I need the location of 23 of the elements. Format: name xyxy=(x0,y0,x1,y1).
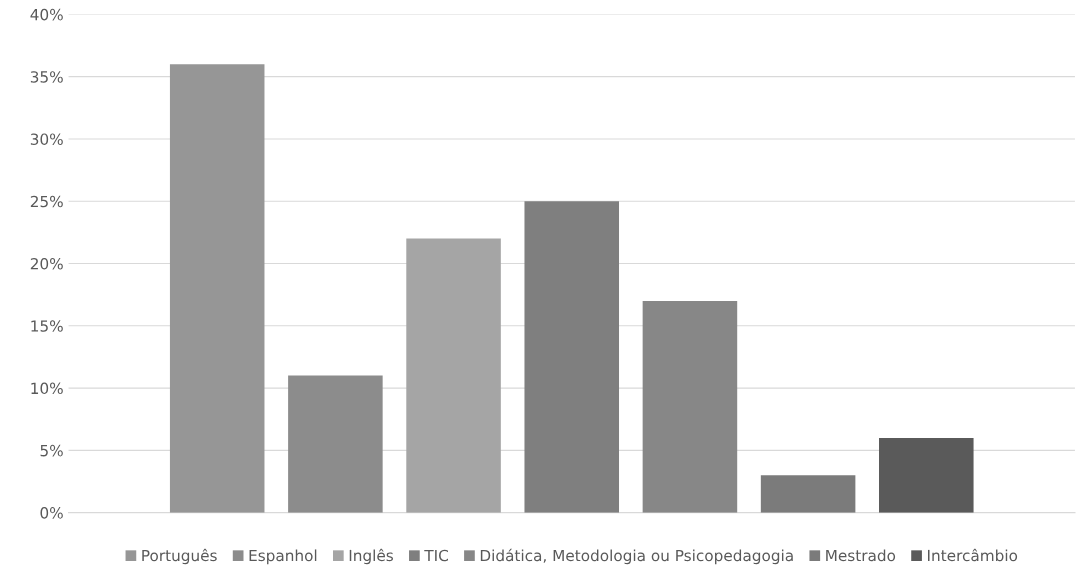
bar xyxy=(760,475,856,513)
y-tick-label: 25% xyxy=(30,195,63,208)
y-tick-label: 20% xyxy=(30,257,63,270)
y-tick-label: 15% xyxy=(31,320,63,332)
legend-label: Inglês xyxy=(349,548,393,565)
legend-label: Mestrado xyxy=(826,549,896,562)
y-tick-label: 30% xyxy=(30,133,63,145)
bar xyxy=(406,238,501,513)
legend-label: TIC xyxy=(424,549,448,562)
y-tick-label: 0% xyxy=(40,507,63,519)
bar xyxy=(169,64,265,513)
legend-label: Didática, Metodologia ou Psicopedagogia xyxy=(480,548,793,565)
y-tick-label: 35% xyxy=(30,71,63,83)
legend-label: Espanhol xyxy=(249,549,317,565)
bar xyxy=(642,300,738,513)
y-tick-label: 5% xyxy=(40,444,63,457)
y-tick-label: 40% xyxy=(30,8,63,21)
bar xyxy=(879,437,974,513)
legend-label: Português xyxy=(142,548,217,565)
bar xyxy=(288,375,383,513)
bar xyxy=(524,201,620,513)
legend-label: Intercâmbio xyxy=(927,548,1018,562)
y-tick-label: 10% xyxy=(31,382,63,395)
